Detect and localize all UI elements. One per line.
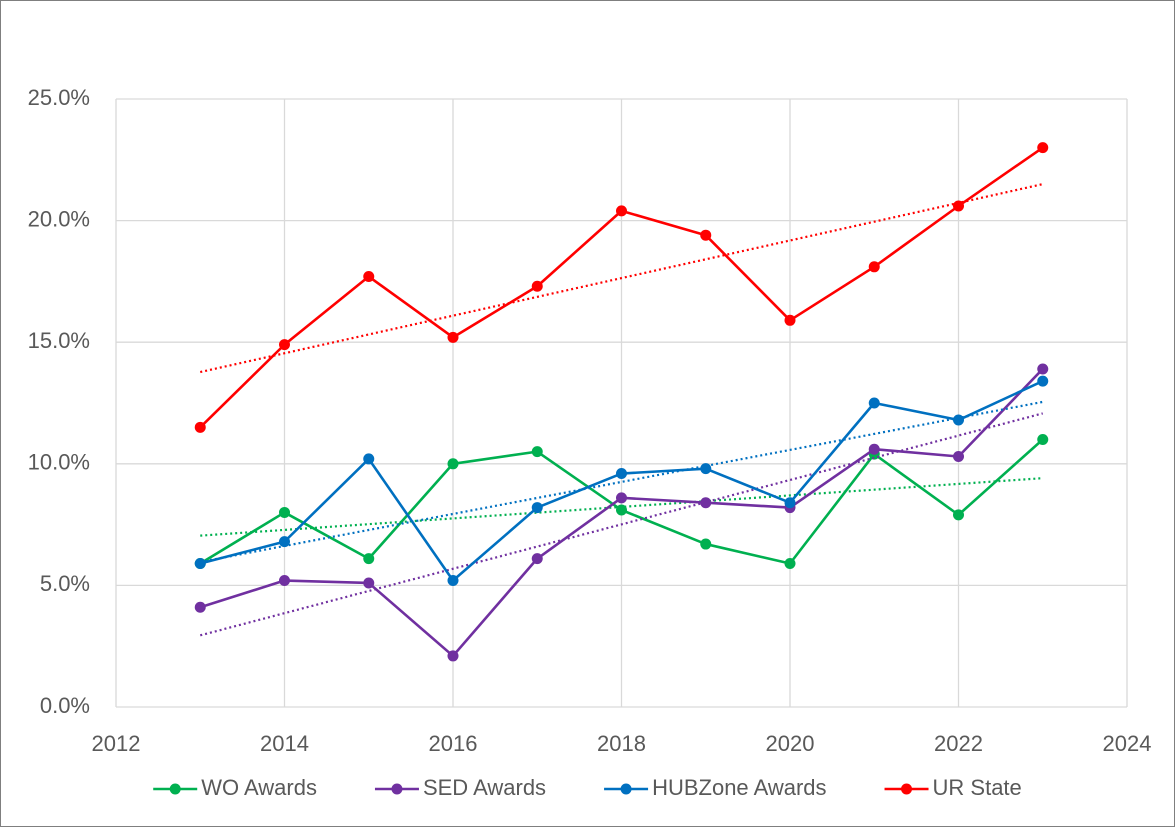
data-point bbox=[1037, 142, 1049, 154]
data-point bbox=[531, 446, 543, 458]
data-point bbox=[616, 468, 627, 480]
x-tick-label: 2012 bbox=[92, 731, 141, 756]
y-tick-label: 0.0% bbox=[40, 693, 90, 718]
data-point bbox=[868, 397, 880, 409]
legend-label: UR State bbox=[933, 775, 1022, 800]
data-point bbox=[953, 200, 964, 212]
x-tick-label: 2014 bbox=[260, 731, 309, 756]
x-tick-label: 2016 bbox=[429, 731, 478, 756]
data-point bbox=[363, 577, 375, 589]
data-point bbox=[700, 497, 712, 509]
data-point bbox=[531, 502, 543, 514]
data-point bbox=[616, 504, 627, 516]
data-point bbox=[1037, 375, 1049, 387]
data-point bbox=[1037, 433, 1049, 445]
data-point bbox=[616, 492, 627, 504]
legend-marker bbox=[391, 783, 403, 795]
legend-item: UR State bbox=[884, 775, 1022, 800]
legend-marker bbox=[620, 783, 632, 795]
data-point bbox=[700, 463, 712, 475]
data-point bbox=[447, 650, 459, 662]
data-point bbox=[1037, 363, 1049, 375]
data-point bbox=[447, 575, 459, 587]
data-point bbox=[953, 414, 964, 426]
data-point bbox=[447, 458, 459, 470]
data-point bbox=[194, 558, 206, 570]
data-point bbox=[784, 558, 796, 570]
legend-marker bbox=[901, 783, 913, 795]
x-tick-label: 2022 bbox=[934, 731, 983, 756]
data-point bbox=[784, 497, 796, 509]
data-point bbox=[616, 205, 627, 217]
data-point bbox=[279, 339, 290, 351]
data-point bbox=[363, 553, 375, 565]
data-point bbox=[531, 553, 543, 565]
data-point bbox=[784, 314, 796, 326]
data-point bbox=[279, 575, 290, 587]
x-tick-label: 2018 bbox=[597, 731, 646, 756]
data-point bbox=[700, 229, 712, 241]
y-tick-label: 10.0% bbox=[28, 450, 90, 475]
x-tick-label: 2024 bbox=[1103, 731, 1152, 756]
trendline bbox=[200, 477, 1043, 537]
data-point bbox=[279, 506, 290, 518]
data-point bbox=[531, 280, 543, 292]
legend-label: SED Awards bbox=[423, 775, 546, 800]
y-tick-label: 25.0% bbox=[28, 85, 90, 110]
data-point bbox=[953, 509, 964, 521]
data-point bbox=[953, 451, 964, 463]
legend-item: WO Awards bbox=[153, 775, 317, 800]
x-tick-label: 2020 bbox=[766, 731, 815, 756]
legend: WO Awards SED Awards HUBZone Awards UR Stat… bbox=[153, 775, 1022, 800]
y-tick-label: 15.0% bbox=[28, 328, 90, 353]
data-point bbox=[363, 453, 375, 465]
y-tick-label: 20.0% bbox=[28, 206, 90, 231]
legend-item: HUBZone Awards bbox=[604, 775, 827, 800]
data-point bbox=[194, 601, 206, 613]
data-point bbox=[700, 538, 712, 550]
data-point bbox=[194, 421, 206, 433]
legend-item: SED Awards bbox=[374, 775, 546, 800]
data-point bbox=[363, 271, 375, 283]
data-point bbox=[447, 331, 459, 343]
data-point bbox=[279, 536, 290, 548]
trendline bbox=[200, 183, 1043, 374]
legend-label: HUBZone Awards bbox=[652, 775, 826, 800]
data-point bbox=[868, 261, 880, 273]
y-tick-label: 5.0% bbox=[40, 571, 90, 596]
data-point bbox=[868, 443, 880, 455]
legend-marker bbox=[169, 783, 181, 795]
legend-label: WO Awards bbox=[201, 775, 317, 800]
